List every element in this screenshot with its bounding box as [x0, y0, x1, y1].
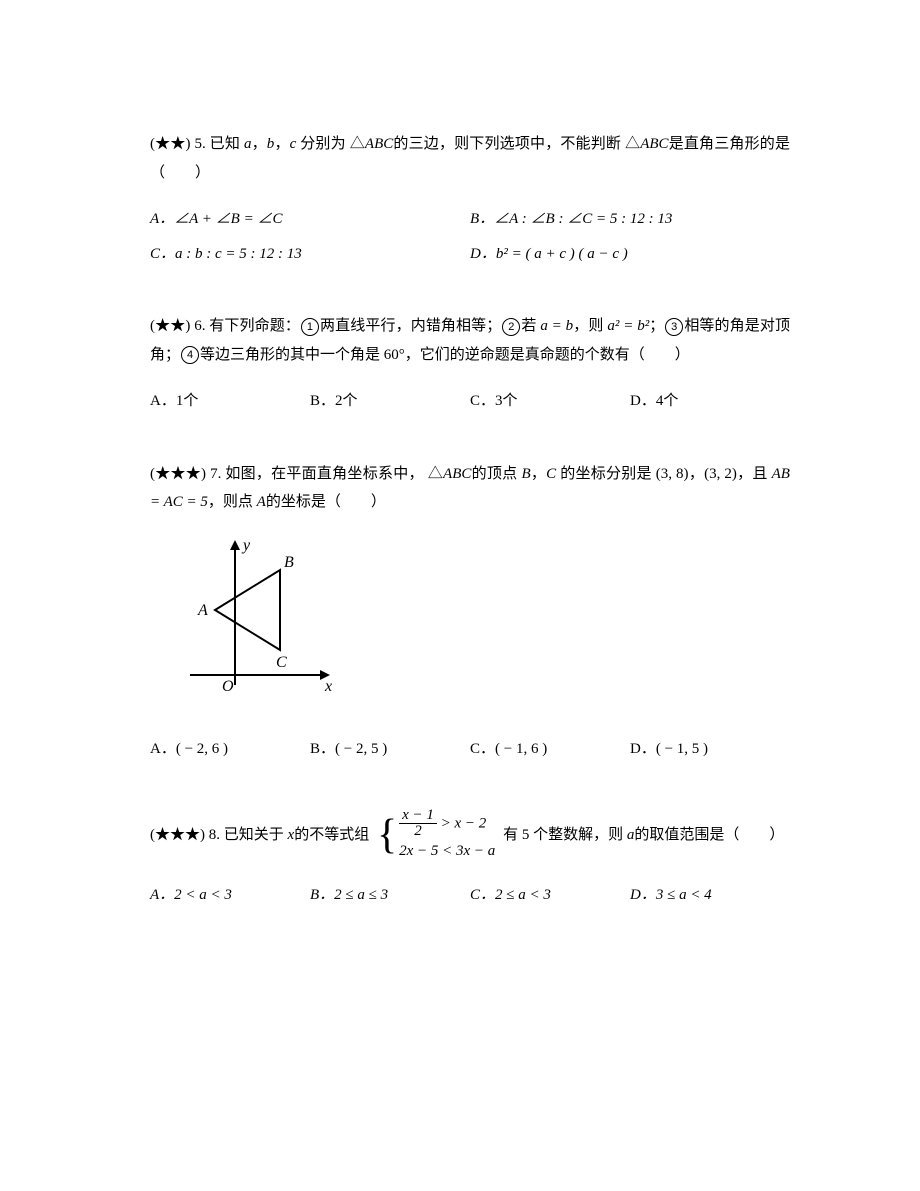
option-A: A．1个: [150, 387, 310, 416]
option-B: B．∠A : ∠B : ∠C = 5 : 12 : 13: [470, 205, 790, 234]
fraction: x − 1 2: [399, 808, 437, 841]
question-5-options: A．∠A + ∠B = ∠C B．∠A : ∠B : ∠C = 5 : 12 :…: [150, 205, 790, 274]
question-5: (★★) 5. 已知 a，b，c 分别为 △ABC的三边，则下列选项中，不能判断…: [150, 130, 790, 274]
left-brace-icon: {: [377, 814, 397, 856]
difficulty: (★★★): [150, 826, 205, 842]
question-7-options: A．( − 2, 6 ) B．( − 2, 5 ) C．( − 1, 6 ) D…: [150, 735, 790, 770]
option-A: A．∠A + ∠B = ∠C: [150, 205, 470, 234]
option-A: A．( − 2, 6 ): [150, 735, 310, 764]
option-C: C．a : b : c = 5 : 12 : 13: [150, 240, 470, 269]
question-6-options: A．1个 B．2个 C．3个 D．4个: [150, 387, 790, 422]
coordinate-diagram: y x O A B C: [180, 535, 790, 716]
option-D: D．4个: [630, 387, 790, 416]
origin-label: O: [222, 678, 234, 695]
option-A: A．2 < a < 3: [150, 881, 310, 910]
circled-1: 1: [301, 318, 319, 336]
exam-page: (★★) 5. 已知 a，b，c 分别为 △ABC的三边，则下列选项中，不能判断…: [0, 0, 920, 1191]
difficulty: (★★): [150, 136, 191, 152]
option-C: C．2 ≤ a < 3: [470, 881, 630, 910]
option-C: C．( − 1, 6 ): [470, 735, 630, 764]
option-D: D．3 ≤ a < 4: [630, 881, 790, 910]
option-B: B．( − 2, 5 ): [310, 735, 470, 764]
option-C: C．3个: [470, 387, 630, 416]
point-C-label: C: [276, 654, 287, 671]
question-6-stem: (★★) 6. 有下列命题：1两直线平行，内错角相等；2若 a = b，则 a²…: [150, 312, 790, 369]
difficulty: (★★★): [150, 466, 206, 482]
axis-y-label: y: [241, 537, 251, 554]
q-number: 8.: [209, 826, 220, 842]
question-7: (★★★) 7. 如图，在平面直角坐标系中， △ABC的顶点 B，C 的坐标分别…: [150, 460, 790, 770]
question-6: (★★) 6. 有下列命题：1两直线平行，内错角相等；2若 a = b，则 a²…: [150, 312, 790, 422]
q-number: 6.: [194, 318, 205, 334]
circled-2: 2: [502, 318, 520, 336]
q-number: 7.: [210, 466, 221, 482]
difficulty: (★★): [150, 318, 190, 334]
option-B: B．2个: [310, 387, 470, 416]
question-8: (★★★) 8. 已知关于 x的不等式组 { x − 1 2 > x − 2 2…: [150, 808, 790, 916]
point-B-label: B: [284, 554, 294, 571]
circled-4: 4: [181, 346, 199, 364]
option-D: D．b² = ( a + c ) ( a − c ): [470, 240, 790, 269]
inequality-system: { x − 1 2 > x − 2 2x − 5 < 3x − a: [377, 808, 495, 863]
question-8-options: A．2 < a < 3 B．2 ≤ a ≤ 3 C．2 ≤ a < 3 D．3 …: [150, 881, 790, 916]
option-D: D．( − 1, 5 ): [630, 735, 790, 764]
question-7-stem: (★★★) 7. 如图，在平面直角坐标系中， △ABC的顶点 B，C 的坐标分别…: [150, 460, 790, 517]
q-number: 5.: [194, 136, 205, 152]
question-8-stem: (★★★) 8. 已知关于 x的不等式组 { x − 1 2 > x − 2 2…: [150, 808, 790, 863]
question-5-stem: (★★) 5. 已知 a，b，c 分别为 △ABC的三边，则下列选项中，不能判断…: [150, 130, 790, 187]
option-B: B．2 ≤ a ≤ 3: [310, 881, 470, 910]
circled-3: 3: [665, 318, 683, 336]
point-A-label: A: [197, 602, 208, 619]
axis-x-label: x: [324, 678, 332, 695]
